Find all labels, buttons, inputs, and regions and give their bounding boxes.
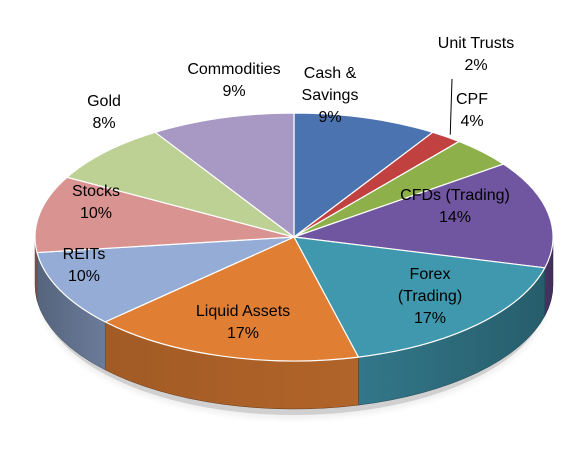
data-label-commodities: Commodities 9% bbox=[187, 61, 280, 100]
data-label-cpf: CPF 4% bbox=[456, 91, 488, 130]
data-label-stocks: Stocks 10% bbox=[72, 183, 120, 222]
leader-line-unit-trusts bbox=[449, 78, 453, 135]
pie-slice-cash-savings bbox=[293, 112, 434, 238]
data-label-cfds-trading-: CFDs (Trading) 14% bbox=[400, 187, 510, 226]
pie-slice-reits bbox=[36, 236, 295, 323]
pie-slice-gold bbox=[66, 131, 295, 238]
pie-slice-stocks bbox=[34, 176, 295, 254]
data-label-gold: Gold 8% bbox=[87, 93, 121, 132]
pie-slice-cfds-trading- bbox=[293, 163, 554, 269]
data-label-liquid-assets: Liquid Assets 17% bbox=[196, 303, 290, 342]
pie-slice-liquid-assets bbox=[104, 236, 360, 362]
data-label-reits: REITs 10% bbox=[63, 246, 106, 285]
pie-slice-forex-trading- bbox=[293, 236, 546, 358]
data-label-unit-trusts: Unit Trusts 2% bbox=[438, 35, 514, 74]
pie-slice-commodities bbox=[154, 112, 295, 238]
data-label-forex-trading-: Forex (Trading) 17% bbox=[398, 266, 462, 327]
data-label-cash-savings: Cash & Savings 9% bbox=[302, 65, 359, 126]
